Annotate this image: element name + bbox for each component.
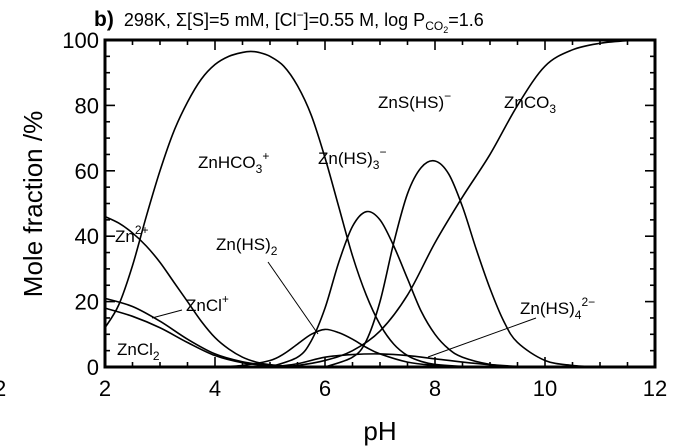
x-axis-title: pH (363, 416, 396, 446)
curve-znco3 (269, 39, 656, 368)
leader-zncl (151, 309, 183, 319)
species-label-superscript: − (379, 145, 386, 159)
curve-zn2 (104, 215, 298, 368)
title-separator: , (166, 10, 176, 30)
species-label-base: ZnCl (186, 296, 222, 315)
label-znshs: ZnS(HS)− (378, 89, 451, 112)
curve-znhs2 (214, 328, 463, 368)
label-zncl: ZnCl+ (186, 292, 229, 315)
species-label-base: Zn (115, 227, 135, 246)
label-znhco3: ZnHCO3+ (198, 149, 269, 176)
label-znhs3: Zn(HS)3− (318, 145, 386, 172)
species-label-subscript: 3 (256, 162, 263, 176)
species-label-superscript: 2+ (135, 223, 149, 237)
y-tick-label: 60 (75, 159, 99, 184)
species-label-base: ZnHCO (198, 153, 256, 172)
clipped-tick-label: 2 (0, 376, 6, 401)
label-zncl2: ZnCl2 (117, 340, 160, 363)
title-sulfur: Σ[S]=5 mM (176, 10, 265, 30)
curve-zncl2 (104, 307, 298, 368)
curve-znhs4 (269, 353, 546, 368)
y-tick-label: 80 (75, 93, 99, 118)
species-label-subscript: 2 (271, 244, 278, 258)
species-label-subscript: 4 (575, 308, 582, 322)
label-leaders (151, 261, 537, 358)
y-axis-title: Mole fraction /% (18, 111, 48, 297)
label-znco3: ZnCO3 (504, 93, 556, 116)
chart-title: b) 298K, Σ[S]=5 mM, [Cl−]=0.55 M, log PC… (94, 8, 484, 35)
title-pco2-prefix: log P (384, 10, 425, 30)
x-tick-label: 6 (319, 376, 331, 401)
y-tick-label: 20 (75, 290, 99, 315)
label-zn2: Zn2+ (115, 223, 149, 246)
label-znhs2: Zn(HS)2 (216, 235, 278, 258)
x-tick-label: 10 (533, 376, 557, 401)
title-panel: b) (94, 8, 114, 31)
axis-ticks (104, 39, 656, 368)
species-label-superscript: − (444, 89, 451, 103)
curve-znhco3 (104, 50, 491, 368)
leader-znhs4 (427, 317, 537, 358)
title-chloride-suffix: ]=0.55 M (304, 10, 375, 30)
species-label-subscript: 3 (373, 158, 380, 172)
curve-znshs (324, 159, 601, 368)
x-tick-label: 8 (429, 376, 441, 401)
y-tick-label: 0 (87, 355, 99, 380)
curve-znhs3 (269, 210, 518, 368)
leader-znhs2 (267, 261, 319, 335)
species-label-base: ZnCO (504, 93, 549, 112)
species-labels: Zn2+ ZnCl+ ZnCl2 ZnHCO3+ Zn(HS)2 Zn(HS)3… (115, 89, 595, 363)
species-label-subscript: 3 (549, 102, 556, 116)
y-tick-label: 100 (62, 28, 99, 53)
species-label-superscript: + (262, 149, 269, 163)
species-label-superscript: + (222, 292, 229, 306)
tick-labels: 2 4 6 8 10 12 0 20 40 60 80 100 (62, 28, 667, 401)
species-label-base: ZnCl (117, 340, 153, 359)
species-label-base: ZnS(HS) (378, 93, 444, 112)
y-tick-label: 40 (75, 224, 99, 249)
title-separator: , (265, 10, 275, 30)
title-pco2-sub1: CO (425, 19, 443, 33)
series-curves (104, 39, 656, 368)
x-tick-label: 4 (209, 376, 221, 401)
species-label-base: Zn(HS) (216, 235, 271, 254)
label-znhs4: Zn(HS)42− (520, 295, 595, 322)
title-temperature: 298K (124, 10, 166, 30)
species-label-subscript: 2 (153, 349, 160, 363)
title-pco2-sub2: 2 (443, 25, 448, 35)
title-chloride-charge: − (297, 8, 304, 22)
x-tick-label: 2 (99, 376, 111, 401)
species-label-superscript: 2− (581, 295, 595, 309)
species-label-base: Zn(HS) (520, 299, 575, 318)
title-pco2-suffix: =1.6 (448, 10, 484, 30)
x-tick-label: 12 (643, 376, 667, 401)
title-chloride-prefix: [Cl (275, 10, 297, 30)
title-separator: , (374, 10, 384, 30)
species-label-base: Zn(HS) (318, 149, 373, 168)
